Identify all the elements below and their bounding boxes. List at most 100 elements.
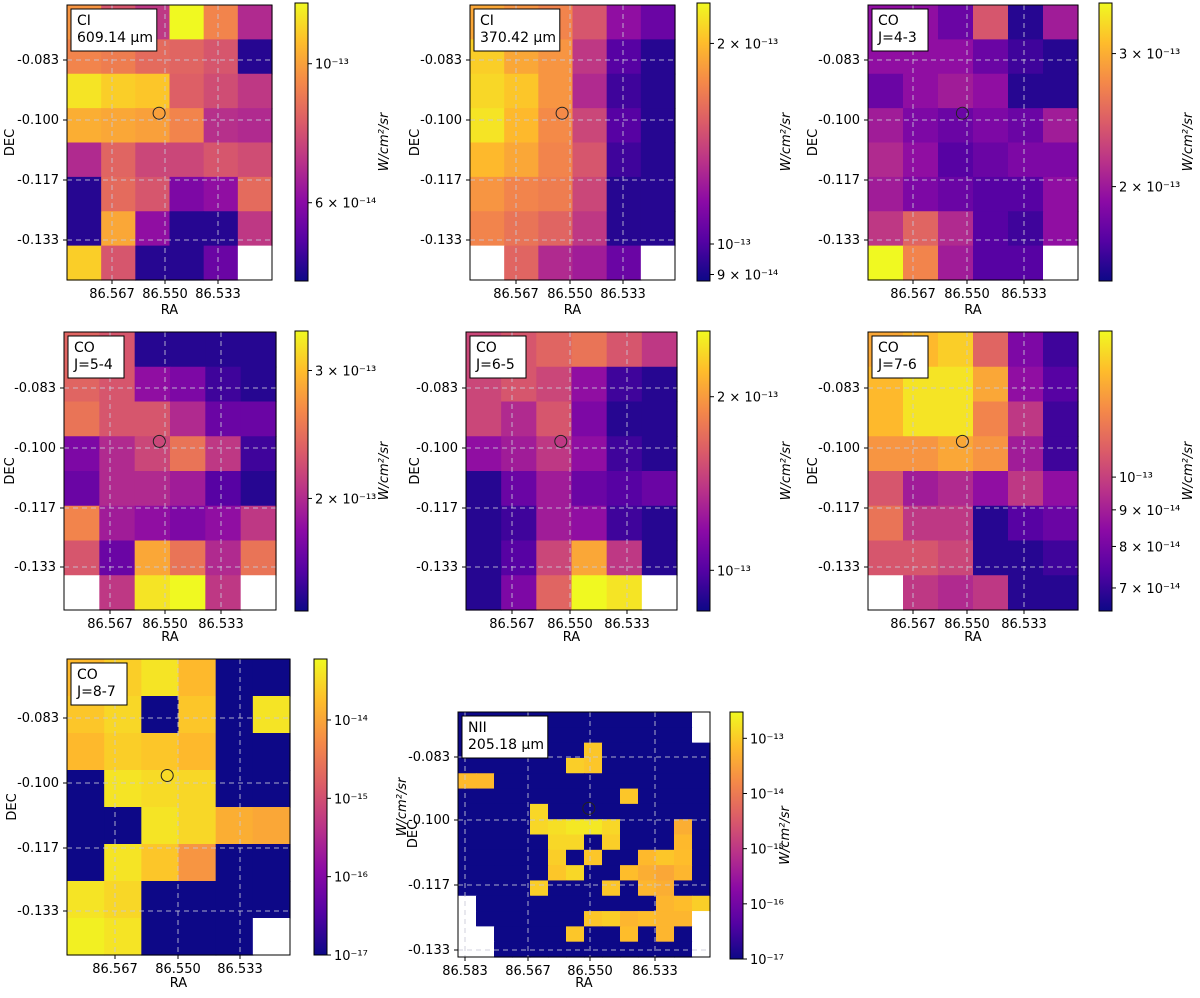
heatmap-cell (692, 727, 711, 744)
colorbar-tick-label: 10⁻¹⁴ (750, 787, 784, 802)
heatmap-cell (64, 401, 100, 437)
heatmap-cell (566, 803, 585, 820)
x-tick-label: 86.567 (89, 287, 135, 302)
heatmap-cell (141, 807, 180, 845)
heatmap-cell (566, 742, 585, 759)
heatmap-cell (205, 366, 242, 403)
heatmap-cell (99, 471, 136, 507)
y-tick-label: -0.133 (17, 904, 59, 919)
heatmap-cell (692, 880, 711, 897)
plot-frame (867, 331, 1079, 611)
colorbar-tick-label: 10⁻¹³ (750, 732, 784, 747)
heatmap-cell (203, 211, 239, 247)
heatmap-cell (1008, 211, 1044, 247)
heatmap-cell (606, 108, 642, 144)
heatmap-cell (476, 880, 495, 897)
heatmap-cell (566, 911, 585, 927)
y-tick-label: -0.083 (17, 53, 59, 68)
heatmap-cell (1043, 211, 1079, 247)
heatmap-cell (501, 471, 537, 507)
heatmap-cell (973, 39, 1009, 75)
heatmap-cell (973, 176, 1009, 212)
heatmap-cell (566, 727, 585, 744)
heatmap-cell (237, 245, 273, 281)
heatmap-cell (135, 73, 171, 109)
colorbar (1098, 330, 1113, 612)
heatmap-cell (476, 757, 495, 774)
colorbar-label: W/cm²/sr (779, 111, 794, 171)
heatmap-cell (67, 918, 105, 956)
heatmap-cell (141, 696, 180, 734)
heatmap-cell (692, 742, 711, 759)
x-tick-label: 86.550 (155, 962, 201, 977)
heatmap-cell (868, 401, 904, 437)
heatmap-cell (215, 881, 254, 919)
heatmap-cell (141, 918, 180, 956)
heatmap-cell (101, 73, 136, 109)
heatmap-cell (205, 332, 242, 368)
heatmap-cell (203, 108, 239, 144)
heatmap-cell (538, 176, 574, 212)
heatmap-cell (1043, 108, 1079, 144)
heatmap-cell (584, 819, 603, 836)
source-marker (955, 106, 969, 120)
heatmap-cell (501, 436, 537, 472)
heatmap-cell (638, 788, 657, 805)
heatmap-cell (868, 142, 904, 178)
heatmap-cell (973, 73, 1009, 109)
heatmap-cell (466, 540, 502, 576)
x-axis-label: RA (964, 303, 982, 318)
heatmap-cell (99, 436, 136, 472)
heatmap-cell (620, 727, 639, 744)
annotation-line: CI (480, 13, 494, 29)
heatmap-cell (215, 733, 254, 771)
heatmap-cell (584, 712, 603, 728)
y-tick-label: -0.100 (17, 776, 59, 791)
annotation-line: J=7-6 (877, 357, 917, 373)
annotation-line: CI (77, 13, 91, 29)
heatmap-cell (494, 865, 513, 882)
y-tick-label: -0.117 (17, 173, 59, 188)
heatmap-cell (973, 575, 1009, 611)
x-axis-label: RA (161, 630, 179, 645)
heatmap-cell (548, 803, 567, 820)
colorbar-label: W/cm²/sr (779, 440, 794, 500)
heatmap-cell (903, 211, 939, 247)
heatmap-cell (938, 108, 974, 144)
colorbar-tick-label: 10⁻¹⁶ (750, 898, 784, 913)
heatmap-cell (620, 788, 639, 805)
heatmap-cell (504, 108, 539, 144)
colorbar-tick-label: 10⁻¹⁶ (334, 871, 368, 886)
heatmap-cell (640, 245, 676, 281)
heatmap-cell (548, 712, 567, 728)
heatmap-cell (169, 245, 205, 281)
heatmap-cell (458, 849, 477, 866)
source-marker (955, 434, 969, 448)
heatmap-cell (237, 73, 273, 109)
heatmap-cell (868, 176, 904, 212)
heatmap-cell (240, 436, 277, 472)
heatmap-cell (692, 865, 711, 882)
heatmap-cell (240, 575, 277, 611)
heatmap-cell (536, 436, 573, 472)
heatmap-cell (566, 926, 585, 943)
x-tick-label: 86.533 (217, 962, 263, 977)
heatmap-cell (868, 245, 904, 281)
heatmap-cell (571, 366, 608, 403)
y-axis-label: DEC (408, 129, 423, 156)
x-tick-label: 86.533 (195, 287, 241, 302)
heatmap-cell (67, 844, 105, 882)
heatmap-cell (530, 880, 549, 897)
colorbar-tick-label: 10⁻¹³ (1119, 471, 1153, 486)
heatmap-cell (215, 770, 254, 808)
heatmap-cell (169, 176, 205, 212)
heatmap-cell (458, 788, 477, 805)
heatmap-cell (656, 895, 675, 912)
heatmap-cell (656, 865, 675, 882)
heatmap-cell (584, 788, 603, 805)
heatmap-cell (606, 575, 643, 611)
heatmap-cell (458, 803, 477, 820)
colorbar-label: W/cm²/sr (778, 804, 793, 864)
heatmap-cell (512, 880, 531, 897)
heatmap-cell (606, 540, 643, 576)
